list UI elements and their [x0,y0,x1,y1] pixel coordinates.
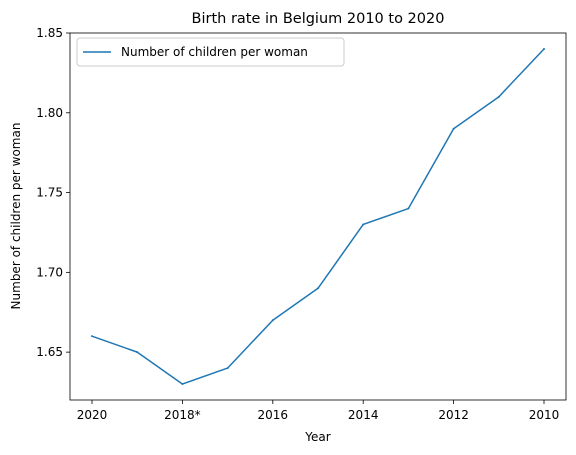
plot-frame [69,32,567,401]
data-point [181,383,184,386]
data-point [362,223,365,226]
x-tick-label: 2012 [438,408,469,422]
y-axis-title: Number of children per woman [9,123,23,310]
y-axis-ticks: 1.65 1.70 1.75 1.80 1.85 [36,26,70,359]
data-point [497,95,500,98]
series-line [91,48,545,385]
data-point [407,207,410,210]
data-point [136,351,139,354]
x-tick-label: 2020 [77,408,108,422]
data-point [271,319,274,322]
data-point [226,367,229,370]
chart-title: Birth rate in Belgium 2010 to 2020 [192,11,445,27]
legend-label: Number of children per woman [121,45,308,59]
y-tick-label: 1.70 [36,265,63,279]
y-tick-label: 1.80 [36,106,63,120]
data-point [543,47,545,50]
legend-box [76,37,345,67]
x-axis-ticks: 2020 2018* 2016 2014 2012 2010 [77,400,560,422]
x-tick-label: 2016 [258,408,289,422]
y-tick-label: 1.65 [36,345,63,359]
y-tick-label: 1.75 [36,186,63,200]
y-tick-label: 1.85 [36,26,63,40]
data-point [317,287,319,290]
data-point [452,127,455,130]
x-tick-label: 2014 [348,408,379,422]
series-layer [91,47,545,386]
x-tick-label: 2018* [164,408,201,422]
legend: Number of children per woman [76,37,345,67]
data-point [91,335,93,338]
x-tick-label: 2010 [529,408,560,422]
x-axis-title: Year [304,430,330,444]
